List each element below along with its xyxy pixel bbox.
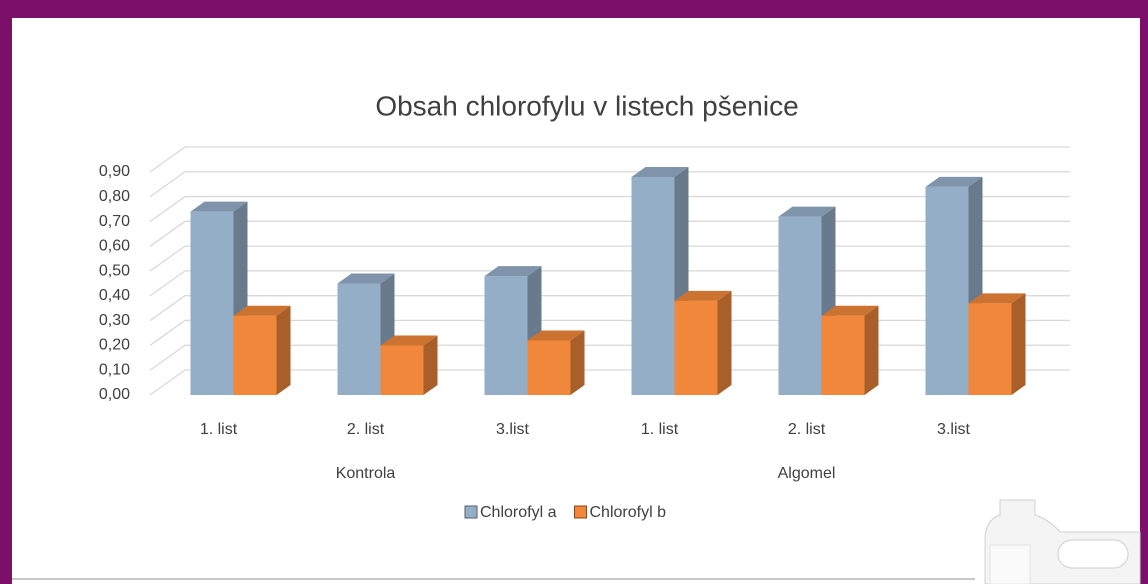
- bar-side: [571, 330, 585, 395]
- bar: [779, 217, 822, 395]
- bar: [191, 212, 234, 395]
- bar: [632, 177, 675, 395]
- bar: [822, 316, 865, 395]
- y-tick-label: 0,10: [99, 361, 130, 378]
- legend-label: Chlorofyl b: [589, 504, 666, 521]
- chart: Obsah chlorofylu v listech pšenice 0,00 0…: [0, 0, 1148, 584]
- x-tick-label: 1. list: [641, 421, 679, 438]
- bar: [528, 340, 571, 395]
- chart-title: Obsah chlorofylu v listech pšenice: [375, 90, 798, 121]
- bar: [969, 303, 1012, 395]
- x-tick-label: 2. list: [788, 421, 826, 438]
- y-tick-label: 0,50: [99, 262, 130, 279]
- x-tick-label: 1. list: [200, 421, 238, 438]
- legend-label: Chlorofyl a: [480, 504, 557, 521]
- y-tick-label: 0,40: [99, 287, 130, 304]
- bar-side: [865, 306, 879, 395]
- group-label: Algomel: [778, 465, 836, 482]
- x-tick-label: 3.list: [496, 421, 529, 438]
- y-tick-label: 0,80: [99, 188, 130, 205]
- bar-side: [718, 291, 732, 395]
- y-tick-label: 0,70: [99, 213, 130, 230]
- y-tick-label: 0,20: [99, 337, 130, 354]
- bar-side: [424, 335, 438, 395]
- y-tick-label: 0,60: [99, 238, 130, 255]
- legend-swatch: [574, 506, 586, 518]
- bar: [234, 316, 277, 395]
- x-tick-label: 3.list: [937, 421, 970, 438]
- page: Obsah chlorofylu v listech pšenice 0,00 0…: [0, 0, 1148, 584]
- bar: [338, 284, 381, 396]
- bar-side: [1012, 293, 1026, 395]
- x-tick-label: 2. list: [347, 421, 385, 438]
- bar-side: [277, 306, 291, 395]
- legend-swatch: [465, 506, 477, 518]
- group-label: Kontrola: [336, 465, 396, 482]
- y-tick-label: 0,00: [99, 386, 130, 403]
- bar: [485, 276, 528, 395]
- bar: [381, 345, 424, 395]
- y-tick-label: 0,90: [99, 163, 130, 180]
- y-tick-label: 0,30: [99, 312, 130, 329]
- bar: [675, 301, 718, 395]
- bar: [926, 187, 969, 395]
